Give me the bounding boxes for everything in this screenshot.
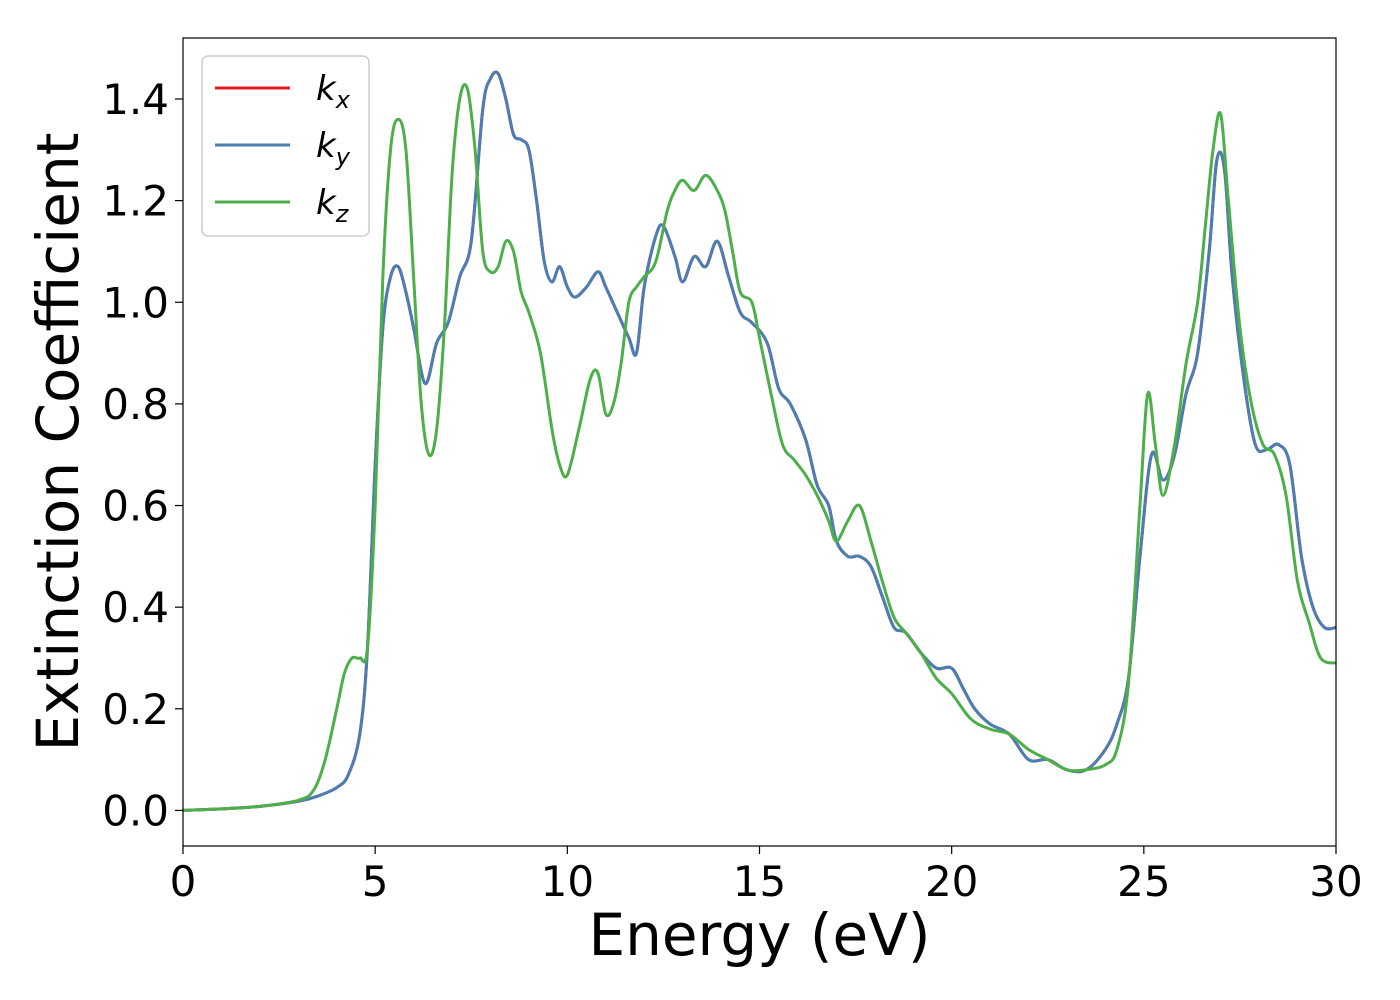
y-tick-label: 1.4 [102, 75, 169, 124]
y-tick-label: 0.6 [102, 482, 169, 531]
y-axis-title: Extinction Coefficient [24, 133, 92, 752]
y-tick-label: 0.4 [102, 583, 169, 632]
x-tick-label: 20 [925, 857, 978, 906]
legend-label-y: ky [316, 126, 351, 171]
y-tick-label: 1.2 [102, 177, 169, 226]
series-line-z [182, 83, 1337, 812]
x-axis-title: Energy (eV) [588, 901, 930, 969]
x-tick-label: 5 [362, 857, 389, 906]
legend-label-x: kx [316, 69, 351, 114]
x-tick-label: 0 [170, 857, 197, 906]
x-tick-label: 25 [1117, 857, 1170, 906]
x-tick-label: 10 [541, 857, 594, 906]
y-tick-label: 1.0 [102, 278, 169, 327]
x-tick-label: 15 [733, 857, 786, 906]
series-line-y [182, 70, 1337, 812]
series-layer [182, 70, 1337, 812]
y-tick-label: 0.8 [102, 380, 169, 429]
y-tick-label: 0.2 [102, 685, 169, 734]
legend: kx ky kz [201, 55, 370, 237]
x-tick-label: 30 [1309, 857, 1362, 906]
y-tick-label: 0.0 [102, 786, 169, 835]
ticks-layer: 0 5 10 15 20 25 30 0.0 0.2 0.4 0.6 0.8 1.0 1.2 1.4 [102, 75, 1363, 906]
legend-label-z: kz [316, 183, 350, 228]
